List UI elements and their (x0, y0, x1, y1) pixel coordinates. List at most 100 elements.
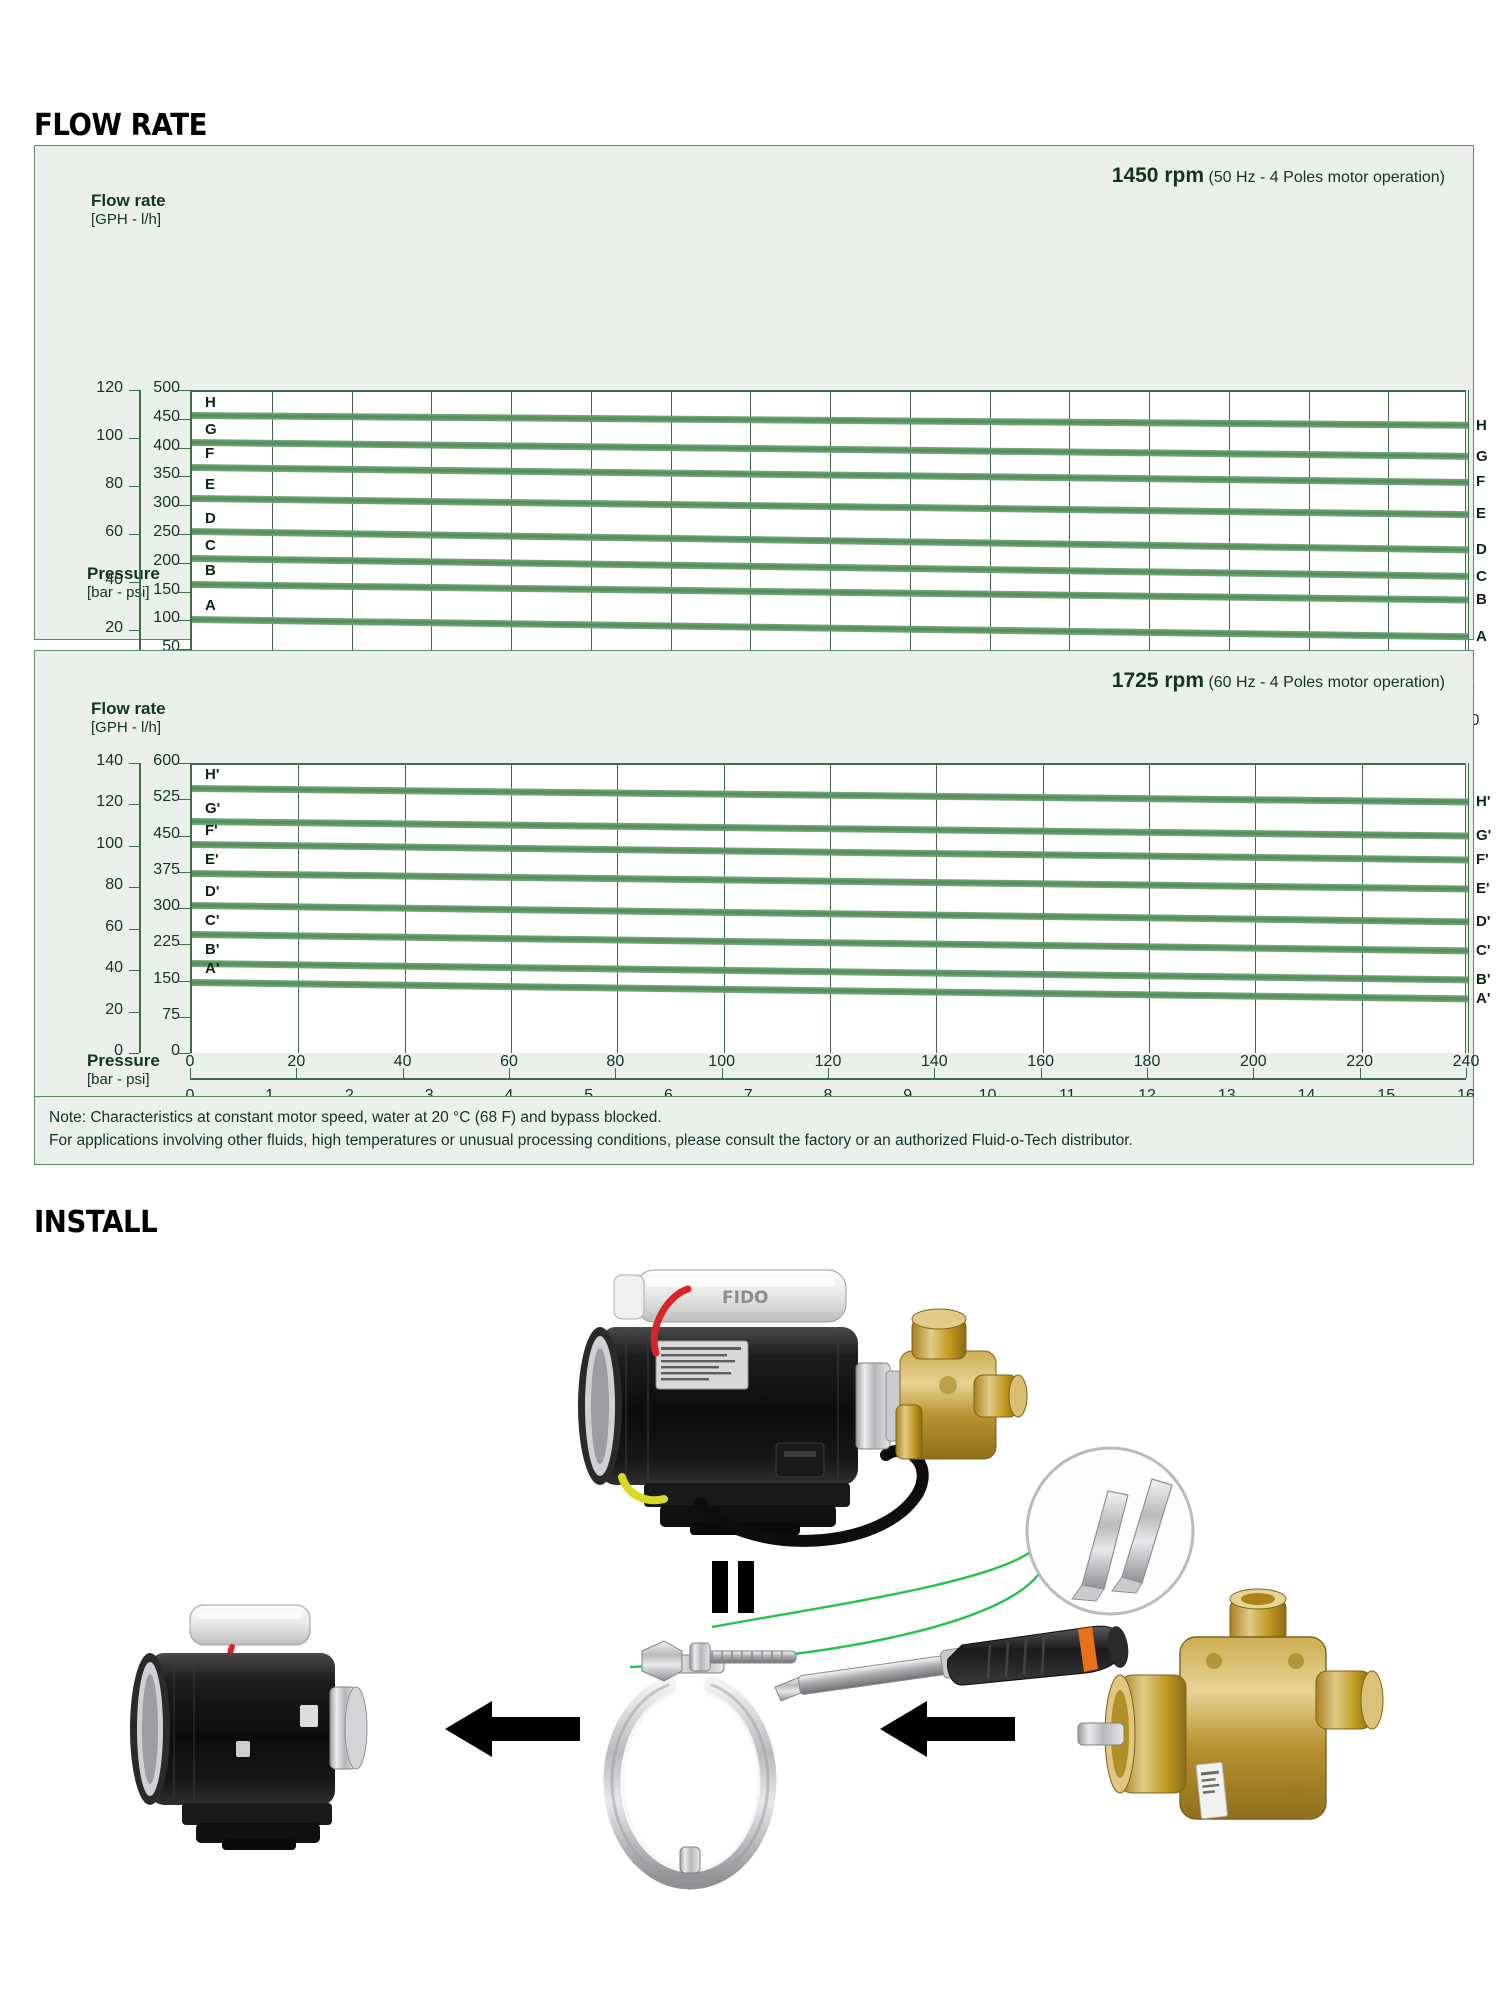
chart-notes: Note: Characteristics at constant motor … (34, 1096, 1474, 1165)
chart-1725-xaxis-unit: [bar - psi] (87, 1070, 150, 1088)
gridline-v-6 (830, 763, 831, 1053)
gridline-v-11 (1069, 390, 1071, 678)
curve-label-left-D: D (205, 509, 216, 527)
curve-label-right-F': F' (1476, 850, 1489, 868)
curve-label-right-C': C' (1476, 941, 1491, 959)
x-main-label-240: 240 (1452, 1053, 1480, 1070)
x-main-label-100: 100 (708, 1053, 736, 1070)
gph-tick-label-120: 120 (96, 793, 123, 811)
bronze-pump-head (1077, 1588, 1384, 1820)
curve-label-right-D: D (1476, 541, 1487, 559)
gridline-v-9 (909, 390, 911, 678)
chart-1725-header: 1725 rpm (60 Hz - 4 Poles motor operatio… (1112, 669, 1445, 693)
equals-symbol (712, 1561, 754, 1613)
chart-card-1450rpm: 1450 rpm (50 Hz - 4 Poles motor operatio… (34, 145, 1488, 729)
lh-tick-label-450: 450 (153, 824, 180, 842)
curve-label-left-C': C' (205, 912, 220, 930)
curve-label-left-E': E' (205, 851, 219, 869)
lh-tick-0 (178, 1053, 190, 1054)
curve-label-left-F: F (205, 445, 215, 463)
x-main-tick-100 (721, 1068, 723, 1078)
lh-tick-150 (178, 591, 190, 593)
curve-label-right-H': H' (1476, 792, 1491, 810)
lh-tick-label-75: 75 (162, 1005, 180, 1023)
lh-tick-450 (178, 418, 190, 420)
curve-label-right-F: F (1476, 473, 1486, 491)
lh-tick-label-350: 350 (153, 465, 180, 483)
chart-1450-yaxis-title: Flow rate (91, 191, 166, 210)
x-main-label-180: 180 (1133, 1053, 1161, 1070)
x-sec-label-3: 3 (425, 1087, 434, 1105)
chart-1725-gph-spine (139, 763, 141, 1053)
x-sec-label-4: 4 (505, 1087, 514, 1105)
gridline-v-9 (1149, 763, 1150, 1053)
lh-tick-label-600: 600 (153, 752, 180, 769)
curve-label-left-A': A' (205, 960, 220, 978)
note-line-2: For applications involving other fluids,… (49, 1131, 1133, 1149)
x-main-label-200: 200 (1239, 1053, 1267, 1070)
assembled-pump-motor: FIDO (578, 1269, 1028, 1547)
lh-tick-50 (178, 649, 190, 651)
chart-1725-yaxis-title: Flow rate (91, 699, 166, 718)
chart-1725-yaxis-unit: [GPH - l/h] (91, 718, 162, 736)
chart-1450-yaxis-title-block: Flow rate [GPH - l/h] (91, 191, 166, 228)
lh-tick-label-100: 100 (153, 609, 180, 627)
gph-tick-40 (129, 582, 139, 583)
lh-tick-75 (178, 1016, 190, 1018)
gph-tick-label-100: 100 (96, 834, 123, 852)
curve-label-left-C: C (205, 536, 216, 554)
chart-1725-plot-topline (192, 763, 1466, 765)
gridline-v-14 (1308, 390, 1310, 678)
x-main-tick-200 (1253, 1068, 1255, 1078)
arrow-left-2 (880, 1701, 1015, 1757)
chart-1725-rpm: 1725 rpm (1111, 669, 1204, 692)
lh-tick-label-400: 400 (153, 436, 180, 454)
gph-tick-100 (129, 438, 139, 439)
lh-tick-250 (178, 534, 190, 535)
gph-tick-label-60: 60 (105, 917, 123, 935)
x-main-tick-180 (1147, 1068, 1148, 1078)
x-main-tick-20 (296, 1068, 298, 1078)
x-main-label-80: 80 (606, 1053, 625, 1070)
curve-label-right-G': G' (1476, 827, 1492, 845)
electric-motor-part (130, 1604, 368, 1850)
screwdriver (774, 1625, 1129, 1702)
curve-label-right-B': B' (1476, 970, 1491, 988)
lh-tick-label-375: 375 (153, 860, 180, 878)
gph-tick-60 (129, 928, 139, 930)
curve-label-left-B: B (205, 562, 216, 580)
curve-label-left-F': F' (205, 822, 218, 840)
curve-label-left-B': B' (205, 941, 220, 959)
lh-tick-label-225: 225 (153, 933, 180, 951)
x-main-tick-40 (402, 1068, 404, 1078)
lh-tick-500 (178, 390, 190, 391)
lh-tick-525 (178, 799, 190, 801)
chart-1725-rpm-detail: (60 Hz - 4 Poles motor operation) (1208, 674, 1445, 691)
gridline-v-12 (1149, 390, 1150, 678)
gridline-v-8 (830, 390, 831, 678)
chart-1450-rpm-detail: (50 Hz - 4 Poles motor operation) (1208, 169, 1445, 186)
x-main-label-160: 160 (1027, 1053, 1055, 1070)
plot-right-border (1465, 390, 1466, 678)
gridline-v-10 (1255, 763, 1257, 1053)
gph-tick-120 (129, 804, 139, 806)
x-sec-label-2: 2 (345, 1087, 354, 1105)
x-sec-label-6: 6 (664, 1087, 673, 1105)
pump-head-assembled (895, 1308, 1028, 1460)
x-main-label-120: 120 (814, 1053, 842, 1070)
chart-1450-yaxis-unit: [GPH - l/h] (91, 210, 162, 228)
curve-label-right-A': A' (1476, 989, 1491, 1007)
gph-tick-40 (129, 970, 139, 972)
gph-tick-label-20: 20 (105, 1000, 123, 1018)
gph-tick-0 (129, 1053, 139, 1054)
lh-tick-label-200: 200 (153, 551, 180, 569)
lh-tick-225 (178, 944, 190, 946)
x-main-label-220: 220 (1346, 1053, 1374, 1070)
chart-1450-plot-area (190, 390, 1469, 678)
lh-tick-label-500: 500 (153, 379, 180, 396)
x-sec-label-1: 1 (265, 1087, 274, 1105)
svg-text:FIDO: FIDO (722, 1288, 769, 1308)
chart-1450-header: 1450 rpm (50 Hz - 4 Poles motor operatio… (1112, 164, 1445, 188)
gridline-v-10 (989, 390, 991, 678)
gph-tick-label-0: 0 (114, 1042, 123, 1059)
